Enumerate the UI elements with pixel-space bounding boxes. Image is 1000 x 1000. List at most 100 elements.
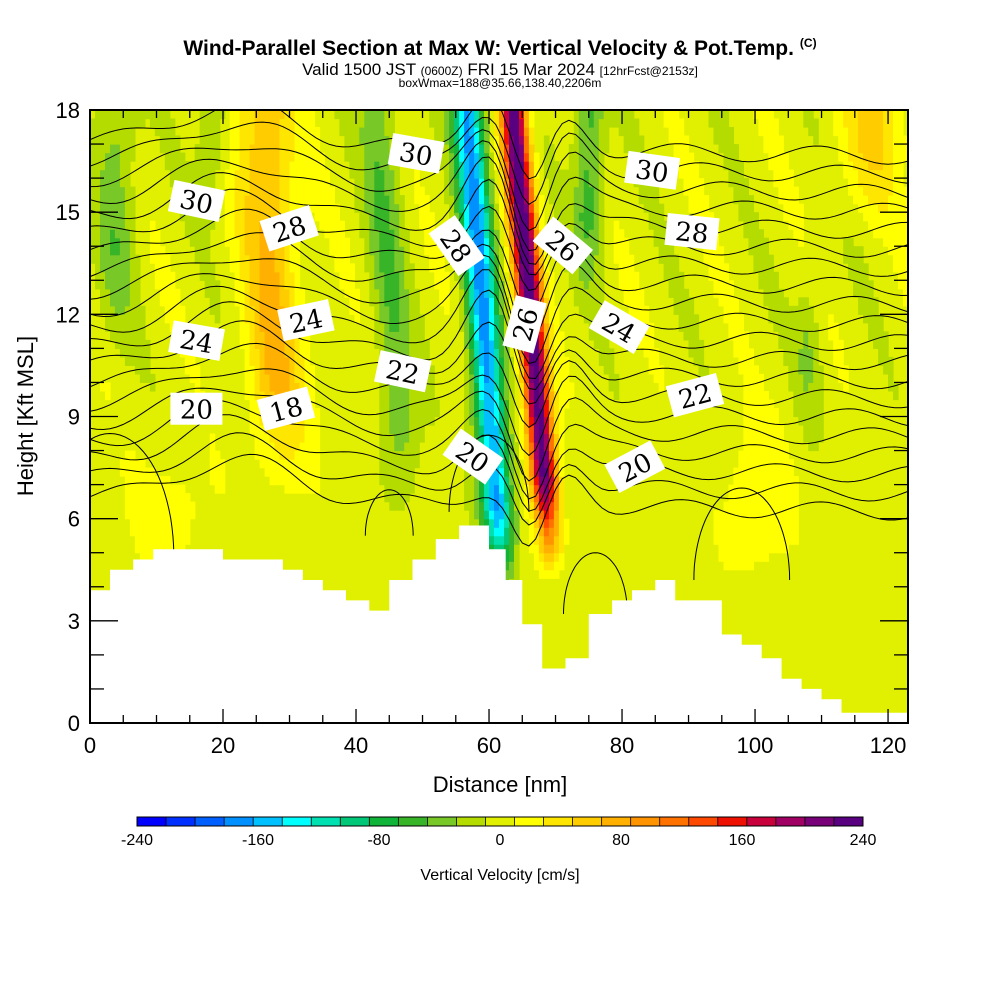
velocity-cell	[175, 136, 181, 145]
colorbar-swatch	[660, 817, 689, 826]
velocity-cell	[524, 212, 530, 221]
velocity-cell	[813, 391, 819, 400]
velocity-cell	[843, 136, 849, 145]
velocity-cell	[245, 391, 251, 400]
velocity-cell	[354, 110, 360, 119]
velocity-cell	[374, 323, 380, 332]
velocity-cell	[125, 451, 131, 460]
velocity-cell	[898, 255, 904, 264]
velocity-cell	[564, 391, 570, 400]
velocity-cell	[574, 195, 580, 204]
velocity-cell	[489, 400, 495, 409]
velocity-cell	[235, 221, 241, 230]
velocity-cell	[738, 314, 744, 323]
velocity-cell	[140, 306, 146, 315]
velocity-cell	[354, 187, 360, 196]
velocity-cell	[868, 212, 874, 221]
velocity-cell	[753, 417, 759, 426]
velocity-cell	[584, 170, 590, 179]
velocity-cell	[225, 187, 231, 196]
velocity-cell	[509, 119, 515, 128]
velocity-cell	[539, 468, 545, 477]
velocity-cell	[160, 110, 166, 119]
velocity-cell	[300, 340, 306, 349]
velocity-cell	[738, 204, 744, 213]
velocity-cell	[843, 110, 849, 119]
velocity-cell	[150, 536, 156, 545]
velocity-cell	[758, 544, 764, 553]
velocity-cell	[324, 187, 330, 196]
velocity-cell	[813, 365, 819, 374]
velocity-cell	[883, 127, 889, 136]
velocity-cell	[240, 212, 246, 221]
velocity-cell	[534, 553, 540, 562]
velocity-cell	[813, 136, 819, 145]
velocity-cell	[818, 374, 824, 383]
velocity-cell	[265, 306, 271, 315]
velocity-cell	[709, 119, 715, 128]
velocity-cell	[270, 161, 276, 170]
velocity-cell	[374, 314, 380, 323]
velocity-cell	[324, 195, 330, 204]
velocity-cell	[489, 221, 495, 230]
velocity-cell	[105, 178, 111, 187]
velocity-cell	[384, 391, 390, 400]
velocity-cell	[818, 417, 824, 426]
velocity-cell	[803, 365, 809, 374]
velocity-cell	[813, 400, 819, 409]
velocity-cell	[873, 119, 879, 128]
velocity-cell	[868, 195, 874, 204]
velocity-cell	[145, 485, 151, 494]
velocity-cell	[220, 468, 226, 477]
velocity-cell	[394, 391, 400, 400]
velocity-cell	[529, 280, 535, 289]
velocity-cell	[479, 195, 485, 204]
velocity-cell	[694, 170, 700, 179]
velocity-cell	[105, 280, 111, 289]
velocity-cell	[873, 212, 879, 221]
velocity-cell	[728, 136, 734, 145]
velocity-cell	[110, 119, 116, 128]
velocity-cell	[743, 434, 749, 443]
velocity-cell	[414, 442, 420, 451]
velocity-cell	[180, 153, 186, 162]
velocity-cell	[260, 357, 266, 366]
velocity-cell	[564, 382, 570, 391]
velocity-cell	[185, 519, 191, 528]
velocity-cell	[474, 365, 480, 374]
velocity-cell	[295, 425, 301, 434]
velocity-cell	[285, 119, 291, 128]
velocity-cell	[300, 144, 306, 153]
velocity-cell	[848, 136, 854, 145]
velocity-cell	[105, 391, 111, 400]
velocity-cell	[554, 178, 560, 187]
velocity-cell	[709, 110, 715, 119]
velocity-cell	[763, 476, 769, 485]
velocity-cell	[310, 110, 316, 119]
velocity-cell	[120, 119, 126, 128]
velocity-cell	[285, 272, 291, 281]
velocity-cell	[105, 246, 111, 255]
velocity-cell	[369, 144, 375, 153]
velocity-cell	[489, 187, 495, 196]
velocity-cell	[724, 314, 730, 323]
velocity-cell	[808, 400, 814, 409]
velocity-cell	[554, 570, 560, 579]
velocity-cell	[464, 221, 470, 230]
velocity-cell	[125, 187, 131, 196]
velocity-cell	[878, 323, 884, 332]
velocity-cell	[165, 476, 171, 485]
x-tick-label: 100	[737, 733, 774, 758]
velocity-cell	[319, 212, 325, 221]
velocity-cell	[200, 238, 206, 247]
velocity-cell	[334, 204, 340, 213]
velocity-cell	[105, 204, 111, 213]
velocity-cell	[479, 212, 485, 221]
velocity-cell	[215, 468, 221, 477]
velocity-cell	[300, 110, 306, 119]
velocity-cell	[813, 442, 819, 451]
velocity-cell	[474, 493, 480, 502]
velocity-cell	[893, 119, 899, 128]
velocity-cell	[95, 110, 101, 119]
velocity-cell	[863, 297, 869, 306]
